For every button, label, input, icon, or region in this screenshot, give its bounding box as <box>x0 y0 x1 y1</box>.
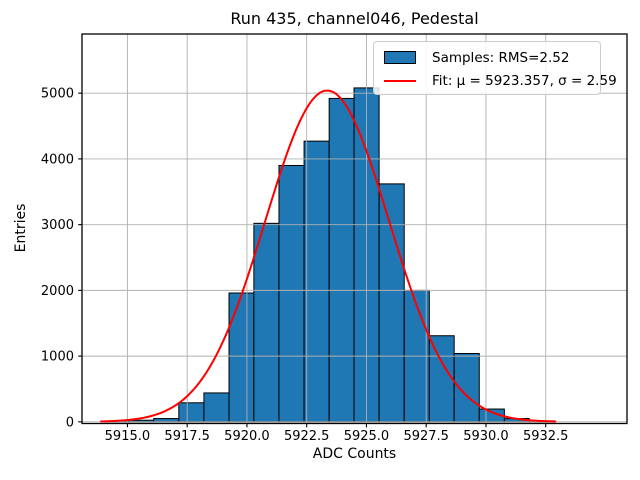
chart-title: Run 435, channel046, Pedestal <box>230 9 479 28</box>
histogram-bar <box>303 140 330 423</box>
legend-samples-label: Samples: RMS=2.52 <box>432 49 570 66</box>
x-tick-label: 5920.0 <box>224 429 270 444</box>
legend-entry-fit: Fit: μ = 5923.357, σ = 2.59 <box>374 69 617 92</box>
fit-line-swatch-icon <box>384 79 416 82</box>
histogram-bar <box>328 97 355 423</box>
y-tick-label: 4000 <box>41 152 74 167</box>
legend: Samples: RMS=2.52 Fit: μ = 5923.357, σ =… <box>373 41 617 95</box>
x-tick-label: 5915.0 <box>105 429 151 444</box>
plot-border <box>81 33 628 425</box>
histogram-bar <box>378 183 405 423</box>
y-tick-label: 0 <box>66 415 74 430</box>
histogram-bar <box>203 392 230 423</box>
x-axis-label: ADC Counts <box>312 446 397 462</box>
x-tick-label: 5927.5 <box>403 429 449 444</box>
y-axis-label: Entries <box>13 203 29 253</box>
y-tick-label: 3000 <box>41 218 74 233</box>
x-tick-label: 5932.5 <box>523 429 569 444</box>
fit-curve <box>100 89 557 423</box>
histogram-bar <box>428 335 455 423</box>
y-tick-label: 2000 <box>41 284 74 299</box>
histogram-swatch-icon <box>384 51 416 64</box>
histogram-bar <box>178 402 205 423</box>
x-tick-label: 5922.5 <box>284 429 330 444</box>
y-tick-label: 1000 <box>41 350 74 365</box>
x-tick-label: 5930.0 <box>463 429 509 444</box>
x-tick-label: 5925.0 <box>344 429 390 444</box>
histogram-bar <box>253 222 280 423</box>
legend-entry-samples: Samples: RMS=2.52 <box>374 46 600 69</box>
histogram-bar <box>228 292 255 423</box>
x-tick-label: 5917.5 <box>164 429 210 444</box>
histogram-bar <box>278 164 305 423</box>
legend-fit-label: Fit: μ = 5923.357, σ = 2.59 <box>432 72 617 89</box>
y-tick-label: 5000 <box>41 87 74 102</box>
histogram-bar <box>153 418 180 423</box>
